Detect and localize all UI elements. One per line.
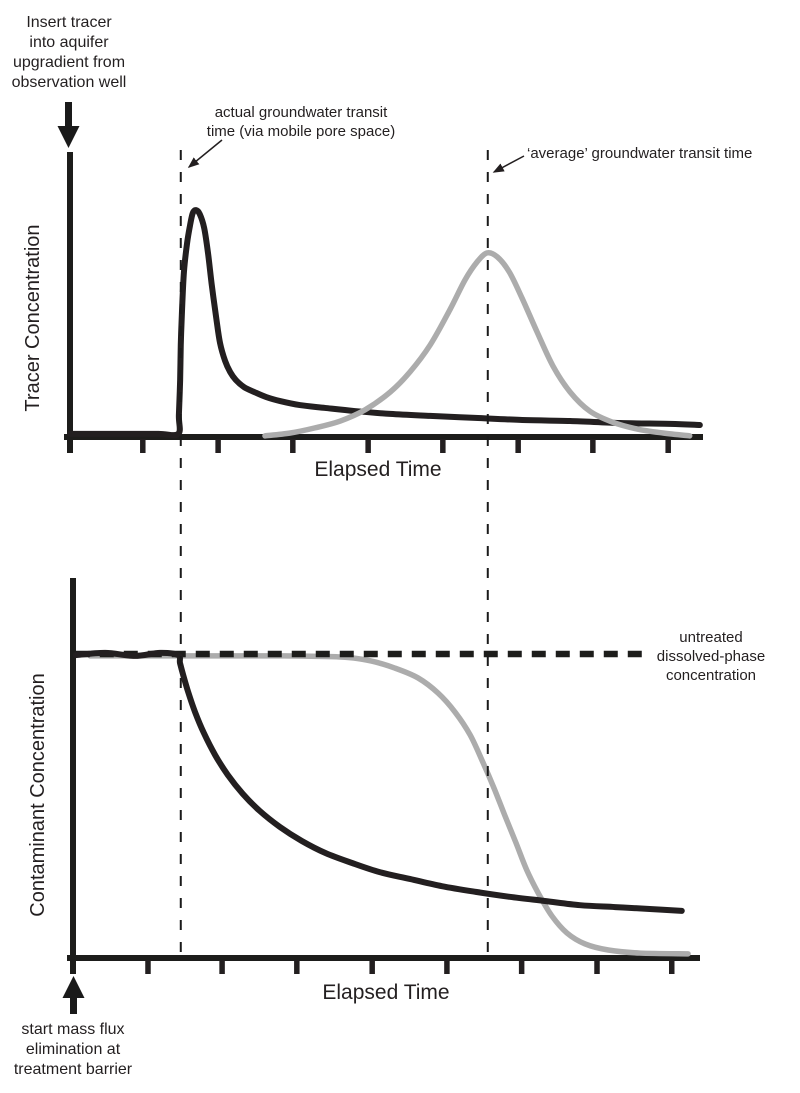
untreated-concentration-note: untreated dissolved-phase concentration: [656, 629, 766, 684]
insert-tracer-note: Insert tracer into aquifer upgradient fr…: [11, 14, 127, 91]
actual-transit-leader-arrow-icon: [187, 139, 223, 168]
average-transit-leader-arrow-icon: [492, 155, 525, 173]
contaminant-average-curve: [87, 653, 691, 957]
tracer-average-curve: [262, 249, 693, 439]
start-flux-note: start mass flux elimination at treatment…: [13, 1021, 133, 1078]
event-lines: [179, 150, 489, 958]
bottom-chart-ticks: [145, 960, 675, 974]
top-x-axis-label: Elapsed Time: [314, 458, 442, 481]
insert-tracer-down-arrow-icon: [57, 102, 80, 148]
contaminant-actual-curve: [72, 649, 685, 914]
average-transit-note: ‘average’ groundwater transit time: [527, 145, 753, 162]
top-chart-ticks: [140, 439, 671, 453]
top-chart: [64, 152, 703, 453]
start-flux-up-arrow-icon: [62, 976, 85, 1014]
actual-transit-note: actual groundwater transit time (via mob…: [206, 104, 396, 140]
bottom-y-axis-label: Contaminant Concentration: [27, 673, 49, 917]
top-y-axis-label: Tracer Concentration: [22, 224, 44, 412]
bottom-chart: [67, 578, 700, 974]
tracer-actual-curve: [67, 207, 703, 439]
bottom-x-axis-label: Elapsed Time: [322, 981, 450, 1004]
